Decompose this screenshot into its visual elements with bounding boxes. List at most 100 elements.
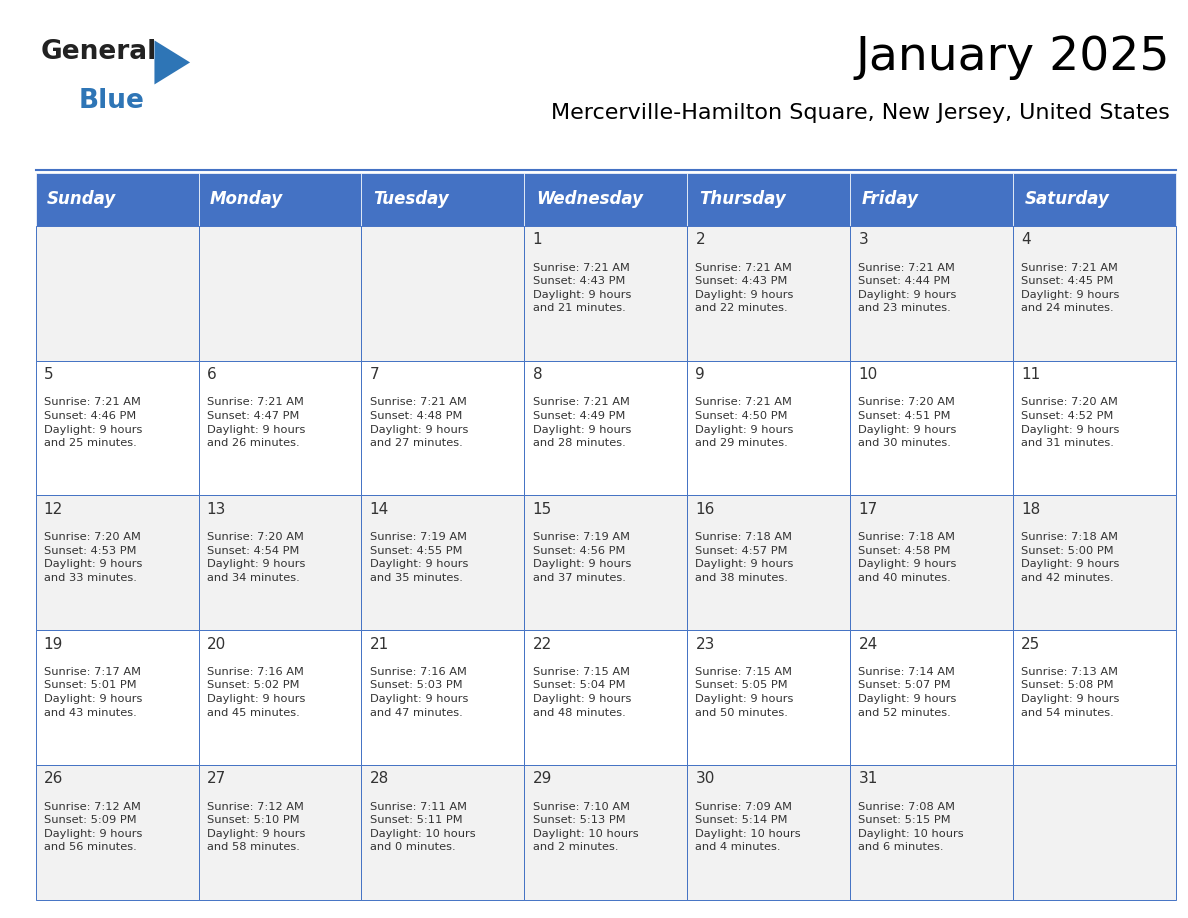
Text: 13: 13 <box>207 502 226 517</box>
Text: Sunrise: 7:21 AM
Sunset: 4:43 PM
Daylight: 9 hours
and 21 minutes.: Sunrise: 7:21 AM Sunset: 4:43 PM Dayligh… <box>532 263 631 313</box>
FancyBboxPatch shape <box>524 630 688 765</box>
FancyBboxPatch shape <box>1013 361 1176 496</box>
Text: Sunrise: 7:19 AM
Sunset: 4:56 PM
Daylight: 9 hours
and 37 minutes.: Sunrise: 7:19 AM Sunset: 4:56 PM Dayligh… <box>532 532 631 583</box>
Text: General: General <box>40 39 157 64</box>
Text: 20: 20 <box>207 636 226 652</box>
Text: Sunrise: 7:21 AM
Sunset: 4:46 PM
Daylight: 9 hours
and 25 minutes.: Sunrise: 7:21 AM Sunset: 4:46 PM Dayligh… <box>44 397 143 448</box>
FancyBboxPatch shape <box>1013 226 1176 361</box>
Text: Sunrise: 7:19 AM
Sunset: 4:55 PM
Daylight: 9 hours
and 35 minutes.: Sunrise: 7:19 AM Sunset: 4:55 PM Dayligh… <box>369 532 468 583</box>
Text: Sunrise: 7:12 AM
Sunset: 5:10 PM
Daylight: 9 hours
and 58 minutes.: Sunrise: 7:12 AM Sunset: 5:10 PM Dayligh… <box>207 801 305 853</box>
Text: Sunrise: 7:20 AM
Sunset: 4:52 PM
Daylight: 9 hours
and 31 minutes.: Sunrise: 7:20 AM Sunset: 4:52 PM Dayligh… <box>1022 397 1120 448</box>
FancyBboxPatch shape <box>36 173 198 226</box>
Text: 26: 26 <box>44 771 63 787</box>
Text: 24: 24 <box>859 636 878 652</box>
Text: Tuesday: Tuesday <box>373 190 449 208</box>
Text: Sunrise: 7:17 AM
Sunset: 5:01 PM
Daylight: 9 hours
and 43 minutes.: Sunrise: 7:17 AM Sunset: 5:01 PM Dayligh… <box>44 666 143 718</box>
Text: 2: 2 <box>695 232 706 247</box>
FancyBboxPatch shape <box>361 630 524 765</box>
FancyBboxPatch shape <box>688 173 851 226</box>
Text: 4: 4 <box>1022 232 1031 247</box>
Text: Sunrise: 7:21 AM
Sunset: 4:43 PM
Daylight: 9 hours
and 22 minutes.: Sunrise: 7:21 AM Sunset: 4:43 PM Dayligh… <box>695 263 794 313</box>
FancyBboxPatch shape <box>851 226 1013 361</box>
FancyBboxPatch shape <box>198 630 361 765</box>
Text: Sunrise: 7:15 AM
Sunset: 5:05 PM
Daylight: 9 hours
and 50 minutes.: Sunrise: 7:15 AM Sunset: 5:05 PM Dayligh… <box>695 666 794 718</box>
Text: Thursday: Thursday <box>699 190 785 208</box>
FancyBboxPatch shape <box>198 173 361 226</box>
Text: January 2025: January 2025 <box>855 35 1170 80</box>
Text: Sunrise: 7:18 AM
Sunset: 4:58 PM
Daylight: 9 hours
and 40 minutes.: Sunrise: 7:18 AM Sunset: 4:58 PM Dayligh… <box>859 532 956 583</box>
Text: 7: 7 <box>369 367 379 382</box>
Text: 22: 22 <box>532 636 551 652</box>
Text: 5: 5 <box>44 367 53 382</box>
Text: Blue: Blue <box>78 88 144 114</box>
FancyBboxPatch shape <box>198 496 361 630</box>
Text: Sunrise: 7:20 AM
Sunset: 4:54 PM
Daylight: 9 hours
and 34 minutes.: Sunrise: 7:20 AM Sunset: 4:54 PM Dayligh… <box>207 532 305 583</box>
FancyBboxPatch shape <box>851 765 1013 900</box>
Text: 28: 28 <box>369 771 388 787</box>
Text: Saturday: Saturday <box>1024 190 1110 208</box>
FancyBboxPatch shape <box>361 361 524 496</box>
Text: Sunrise: 7:11 AM
Sunset: 5:11 PM
Daylight: 10 hours
and 0 minutes.: Sunrise: 7:11 AM Sunset: 5:11 PM Dayligh… <box>369 801 475 853</box>
Text: 6: 6 <box>207 367 216 382</box>
Text: 17: 17 <box>859 502 878 517</box>
FancyBboxPatch shape <box>688 765 851 900</box>
Text: 9: 9 <box>695 367 706 382</box>
Text: 25: 25 <box>1022 636 1041 652</box>
Text: Sunrise: 7:21 AM
Sunset: 4:49 PM
Daylight: 9 hours
and 28 minutes.: Sunrise: 7:21 AM Sunset: 4:49 PM Dayligh… <box>532 397 631 448</box>
Text: Sunrise: 7:12 AM
Sunset: 5:09 PM
Daylight: 9 hours
and 56 minutes.: Sunrise: 7:12 AM Sunset: 5:09 PM Dayligh… <box>44 801 143 853</box>
Text: Sunrise: 7:18 AM
Sunset: 4:57 PM
Daylight: 9 hours
and 38 minutes.: Sunrise: 7:18 AM Sunset: 4:57 PM Dayligh… <box>695 532 794 583</box>
FancyBboxPatch shape <box>524 496 688 630</box>
Text: 12: 12 <box>44 502 63 517</box>
Text: Sunrise: 7:21 AM
Sunset: 4:48 PM
Daylight: 9 hours
and 27 minutes.: Sunrise: 7:21 AM Sunset: 4:48 PM Dayligh… <box>369 397 468 448</box>
FancyBboxPatch shape <box>1013 496 1176 630</box>
FancyBboxPatch shape <box>1013 765 1176 900</box>
Text: Sunrise: 7:21 AM
Sunset: 4:45 PM
Daylight: 9 hours
and 24 minutes.: Sunrise: 7:21 AM Sunset: 4:45 PM Dayligh… <box>1022 263 1120 313</box>
Text: Wednesday: Wednesday <box>536 190 643 208</box>
Text: 14: 14 <box>369 502 388 517</box>
Text: Friday: Friday <box>861 190 918 208</box>
Text: 11: 11 <box>1022 367 1041 382</box>
Text: 31: 31 <box>859 771 878 787</box>
Text: Sunrise: 7:21 AM
Sunset: 4:47 PM
Daylight: 9 hours
and 26 minutes.: Sunrise: 7:21 AM Sunset: 4:47 PM Dayligh… <box>207 397 305 448</box>
Text: Sunrise: 7:10 AM
Sunset: 5:13 PM
Daylight: 10 hours
and 2 minutes.: Sunrise: 7:10 AM Sunset: 5:13 PM Dayligh… <box>532 801 638 853</box>
FancyBboxPatch shape <box>36 361 198 496</box>
Text: Sunrise: 7:21 AM
Sunset: 4:50 PM
Daylight: 9 hours
and 29 minutes.: Sunrise: 7:21 AM Sunset: 4:50 PM Dayligh… <box>695 397 794 448</box>
Text: Sunrise: 7:13 AM
Sunset: 5:08 PM
Daylight: 9 hours
and 54 minutes.: Sunrise: 7:13 AM Sunset: 5:08 PM Dayligh… <box>1022 666 1120 718</box>
Text: 27: 27 <box>207 771 226 787</box>
FancyBboxPatch shape <box>524 226 688 361</box>
FancyBboxPatch shape <box>361 496 524 630</box>
Text: 15: 15 <box>532 502 551 517</box>
FancyBboxPatch shape <box>36 496 198 630</box>
Text: Sunday: Sunday <box>48 190 116 208</box>
Text: Sunrise: 7:20 AM
Sunset: 4:53 PM
Daylight: 9 hours
and 33 minutes.: Sunrise: 7:20 AM Sunset: 4:53 PM Dayligh… <box>44 532 143 583</box>
Text: Sunrise: 7:16 AM
Sunset: 5:02 PM
Daylight: 9 hours
and 45 minutes.: Sunrise: 7:16 AM Sunset: 5:02 PM Dayligh… <box>207 666 305 718</box>
FancyBboxPatch shape <box>688 226 851 361</box>
Text: 18: 18 <box>1022 502 1041 517</box>
Text: 21: 21 <box>369 636 388 652</box>
FancyBboxPatch shape <box>36 765 198 900</box>
Text: 8: 8 <box>532 367 542 382</box>
FancyBboxPatch shape <box>851 496 1013 630</box>
FancyBboxPatch shape <box>36 226 198 361</box>
FancyBboxPatch shape <box>198 361 361 496</box>
FancyBboxPatch shape <box>688 361 851 496</box>
Text: Sunrise: 7:18 AM
Sunset: 5:00 PM
Daylight: 9 hours
and 42 minutes.: Sunrise: 7:18 AM Sunset: 5:00 PM Dayligh… <box>1022 532 1120 583</box>
Text: Sunrise: 7:08 AM
Sunset: 5:15 PM
Daylight: 10 hours
and 6 minutes.: Sunrise: 7:08 AM Sunset: 5:15 PM Dayligh… <box>859 801 963 853</box>
FancyBboxPatch shape <box>198 765 361 900</box>
Text: Sunrise: 7:16 AM
Sunset: 5:03 PM
Daylight: 9 hours
and 47 minutes.: Sunrise: 7:16 AM Sunset: 5:03 PM Dayligh… <box>369 666 468 718</box>
FancyBboxPatch shape <box>524 173 688 226</box>
Text: 30: 30 <box>695 771 715 787</box>
Text: Sunrise: 7:15 AM
Sunset: 5:04 PM
Daylight: 9 hours
and 48 minutes.: Sunrise: 7:15 AM Sunset: 5:04 PM Dayligh… <box>532 666 631 718</box>
FancyBboxPatch shape <box>851 630 1013 765</box>
Polygon shape <box>154 40 190 84</box>
Text: 3: 3 <box>859 232 868 247</box>
Text: Mercerville-Hamilton Square, New Jersey, United States: Mercerville-Hamilton Square, New Jersey,… <box>551 103 1170 123</box>
FancyBboxPatch shape <box>361 765 524 900</box>
Text: 16: 16 <box>695 502 715 517</box>
FancyBboxPatch shape <box>1013 630 1176 765</box>
FancyBboxPatch shape <box>1013 173 1176 226</box>
Text: Sunrise: 7:14 AM
Sunset: 5:07 PM
Daylight: 9 hours
and 52 minutes.: Sunrise: 7:14 AM Sunset: 5:07 PM Dayligh… <box>859 666 956 718</box>
FancyBboxPatch shape <box>361 226 524 361</box>
Text: 10: 10 <box>859 367 878 382</box>
FancyBboxPatch shape <box>851 173 1013 226</box>
